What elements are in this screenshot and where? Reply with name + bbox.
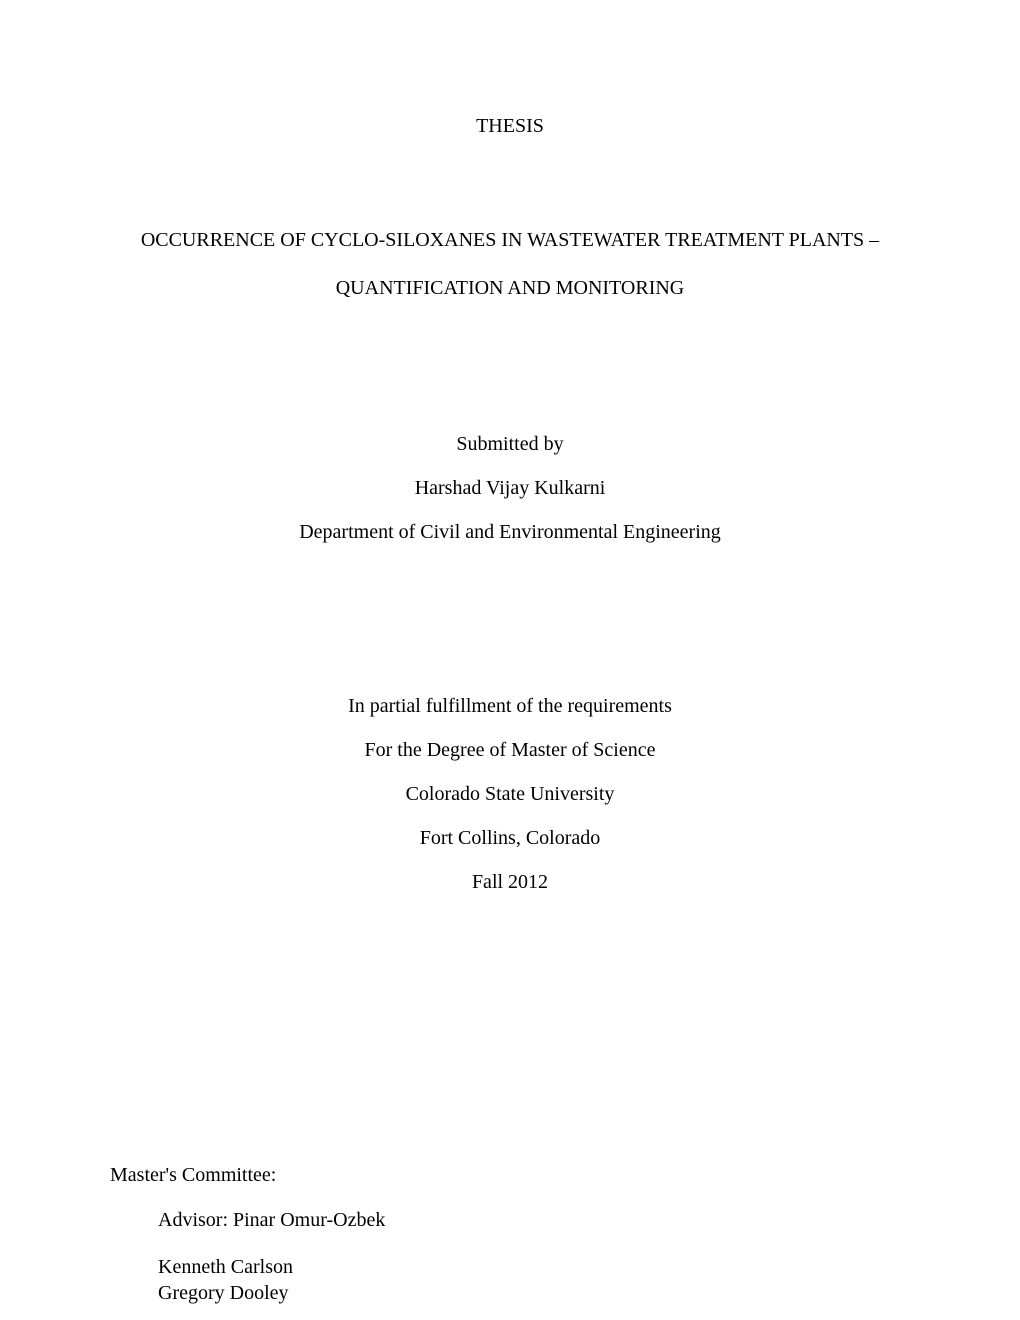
committee-member-1: Kenneth Carlson bbox=[158, 1254, 910, 1280]
advisor-line: Advisor: Pinar Omur-Ozbek bbox=[158, 1209, 910, 1232]
submitted-by-label: Submitted by bbox=[110, 422, 910, 466]
title-line-2: QUANTIFICATION AND MONITORING bbox=[110, 264, 910, 312]
department: Department of Civil and Environmental En… bbox=[110, 510, 910, 554]
author-block: Submitted by Harshad Vijay Kulkarni Depa… bbox=[110, 422, 910, 554]
fulfillment-block: In partial fulfillment of the requiremen… bbox=[110, 684, 910, 904]
title-line-1: OCCURRENCE OF CYCLO-SILOXANES IN WASTEWA… bbox=[110, 216, 910, 264]
committee-member-2: Gregory Dooley bbox=[158, 1280, 910, 1306]
term: Fall 2012 bbox=[110, 860, 910, 904]
author-name: Harshad Vijay Kulkarni bbox=[110, 466, 910, 510]
location: Fort Collins, Colorado bbox=[110, 816, 910, 860]
university: Colorado State University bbox=[110, 772, 910, 816]
committee-block: Master's Committee: Advisor: Pinar Omur-… bbox=[110, 1164, 910, 1306]
title-block: OCCURRENCE OF CYCLO-SILOXANES IN WASTEWA… bbox=[110, 216, 910, 312]
committee-heading: Master's Committee: bbox=[110, 1164, 910, 1187]
fulfillment-line-1: In partial fulfillment of the requiremen… bbox=[110, 684, 910, 728]
document-type: THESIS bbox=[110, 115, 910, 138]
thesis-title-page: THESIS OCCURRENCE OF CYCLO-SILOXANES IN … bbox=[0, 0, 1020, 1320]
committee-members: Advisor: Pinar Omur-Ozbek Kenneth Carlso… bbox=[110, 1209, 910, 1306]
fulfillment-line-2: For the Degree of Master of Science bbox=[110, 728, 910, 772]
